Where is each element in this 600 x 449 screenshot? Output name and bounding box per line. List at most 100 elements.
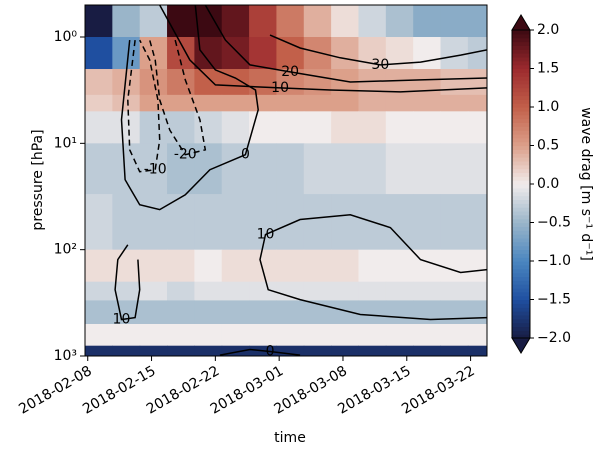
heatmap-cell (440, 37, 469, 70)
heatmap-cell (85, 345, 113, 356)
colorbar-swatch (512, 245, 530, 251)
heatmap-cell (221, 5, 250, 38)
heatmap-cell (249, 323, 277, 347)
colorbar-swatch (512, 153, 530, 158)
heatmap-cell (385, 345, 414, 356)
colorbar-swatch (512, 130, 530, 135)
heatmap-cell (276, 249, 305, 283)
colorbar-swatch (512, 110, 530, 116)
heatmap-cell (413, 323, 442, 347)
heatmap-cell (85, 249, 113, 283)
colorbar-swatch (512, 330, 530, 335)
colorbar-swatch (512, 56, 530, 62)
heatmap-cell (194, 69, 223, 96)
heatmap-cell (331, 94, 359, 112)
contour-label: -10 (144, 162, 167, 178)
contour-label: 10 (271, 80, 289, 96)
colorbar-swatch (512, 299, 530, 304)
colorbar-tick-label: −1.5 (537, 292, 571, 308)
colorbar-swatch (512, 41, 530, 46)
heatmap-cell (167, 249, 195, 283)
colorbar-swatch (512, 176, 530, 181)
contour-label: 20 (281, 64, 299, 80)
heatmap-cell (194, 345, 223, 356)
heatmap-cell (358, 94, 387, 112)
contour-label: 30 (371, 57, 389, 73)
colorbar-swatch (512, 222, 530, 227)
colorbar-swatch (512, 72, 530, 77)
colorbar-swatch (512, 103, 530, 108)
y-tick-label: 10¹ (54, 135, 77, 151)
heatmap-cell (413, 300, 442, 325)
heatmap-cell (385, 323, 414, 347)
heatmap-cell (112, 143, 141, 195)
heatmap-cell (303, 94, 332, 112)
heatmap-cell (167, 323, 195, 347)
colorbar-swatch (512, 207, 530, 212)
heatmap-cell (167, 69, 195, 96)
heatmap-cell (167, 300, 195, 325)
colorbar-swatch (512, 253, 530, 258)
colorbar-swatch (512, 318, 530, 324)
heatmap-cell (467, 249, 487, 283)
colorbar-swatch (512, 33, 530, 39)
heatmap-cell (221, 323, 250, 347)
heatmap-cell (358, 111, 387, 144)
colorbar-swatch (512, 157, 530, 162)
heatmap-cell (413, 194, 442, 251)
colorbar-swatch (512, 145, 530, 150)
heatmap-cell (331, 5, 359, 38)
heatmap-cell (331, 323, 359, 347)
heatmap-cell (194, 300, 223, 325)
heatmap-cell (413, 37, 442, 70)
colorbar-swatch (512, 218, 530, 224)
heatmap-cell (221, 111, 250, 144)
heatmap-cell (112, 345, 141, 356)
y-tick-label: 10⁰ (54, 29, 78, 45)
heatmap-cell (194, 111, 223, 144)
colorbar-swatch (512, 172, 530, 177)
heatmap-cell (112, 111, 141, 144)
heatmap-cell (167, 94, 195, 112)
colorbar-swatch (512, 30, 530, 35)
heatmap-cell (221, 94, 250, 112)
heatmap-cell (413, 281, 442, 301)
y-tick-label: 10² (54, 242, 77, 258)
heatmap-cell (85, 300, 113, 325)
heatmap-cell (167, 281, 195, 301)
heatmap-cell (358, 345, 387, 356)
heatmap-cell (440, 300, 469, 325)
heatmap-cell (249, 94, 277, 112)
heatmap-cell (139, 69, 168, 96)
colorbar-swatch (512, 107, 530, 112)
heatmap-cell (358, 300, 387, 325)
heatmap-cell (194, 194, 223, 251)
heatmap-cell (331, 194, 359, 251)
heatmap-cell (413, 5, 442, 38)
heatmap-cell (385, 194, 414, 251)
heatmap-cell (276, 281, 305, 301)
contour-line (120, 5, 259, 211)
heatmap-cell (249, 69, 277, 96)
colorbar-tick-label: 2.0 (537, 22, 559, 38)
heatmap-cell (249, 281, 277, 301)
heatmap-cell (385, 249, 414, 283)
heatmap-cell (385, 281, 414, 301)
heatmap-cell (467, 194, 487, 251)
heatmap-cell (85, 37, 113, 70)
heatmap-cell (303, 323, 332, 347)
contour-line (114, 244, 141, 321)
colorbar-swatch (512, 322, 530, 328)
colorbar-swatch (512, 237, 530, 243)
colorbar-swatch (512, 311, 530, 316)
colorbar-swatch (512, 249, 530, 254)
heatmap-cell (440, 194, 469, 251)
heatmap-cell (249, 5, 277, 38)
colorbar-tick-label: 0.5 (537, 138, 559, 154)
colorbar-swatch (512, 53, 530, 58)
heatmap-cell (331, 345, 359, 356)
colorbar-swatch (512, 314, 530, 320)
heatmap-cell (112, 37, 141, 70)
heatmap-cell (413, 345, 442, 356)
heatmap-cell (303, 345, 332, 356)
